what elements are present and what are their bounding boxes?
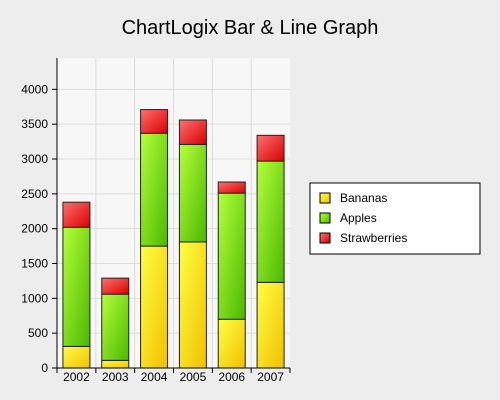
legend-label-apples: Apples — [340, 211, 377, 225]
bar-bananas-2004 — [140, 245, 169, 369]
bar-bananas-2005 — [178, 241, 207, 369]
bar-bananas-2002 — [62, 345, 91, 369]
bar-apples-2006 — [217, 192, 246, 320]
y-tick-label: 2000 — [21, 222, 48, 236]
x-tick-label: 2002 — [63, 370, 90, 384]
bar-strawberries-2003 — [101, 277, 130, 295]
legend: Bananas Apples Strawberries — [309, 182, 481, 255]
chart-title: ChartLogix Bar & Line Graph — [122, 17, 379, 39]
x-axis-tick-labels: 2002 2003 2004 2005 2006 2007 — [63, 370, 284, 384]
bars — [62, 109, 285, 369]
bar-strawberries-2004 — [140, 109, 169, 134]
bar-apples-2005 — [178, 143, 207, 243]
bar-apples-2004 — [140, 132, 169, 247]
y-tick-label: 1000 — [21, 291, 48, 305]
legend-box — [309, 182, 481, 255]
y-tick-label: 500 — [28, 326, 48, 340]
y-tick-label: 4000 — [21, 82, 48, 96]
y-tick-label: 3500 — [21, 117, 48, 131]
bar-bananas-2003 — [101, 359, 130, 369]
x-tick-label: 2006 — [218, 370, 245, 384]
axes — [52, 58, 291, 373]
y-tick-label: 2500 — [21, 187, 48, 201]
bar-strawberries-2006 — [217, 181, 246, 194]
legend-swatch-bananas — [319, 192, 331, 204]
bar-apples-2002 — [62, 226, 91, 347]
x-tick-label: 2004 — [141, 370, 168, 384]
bar-strawberries-2002 — [62, 201, 91, 228]
x-tick-label: 2007 — [257, 370, 284, 384]
bar-bananas-2006 — [217, 318, 246, 369]
bar-apples-2007 — [256, 160, 285, 283]
y-tick-label: 1500 — [21, 257, 48, 271]
bar-strawberries-2005 — [178, 119, 207, 145]
y-axis-tick-labels: 0 500 1000 1500 2000 2500 3000 3500 4000 — [21, 82, 48, 375]
x-tick-label: 2003 — [102, 370, 129, 384]
y-tick-label: 0 — [41, 361, 48, 375]
legend-swatch-apples — [319, 212, 331, 224]
legend-swatch-strawberries — [319, 232, 331, 244]
grid-lines — [57, 58, 290, 368]
legend-label-strawberries: Strawberries — [340, 231, 407, 245]
y-tick-label: 3000 — [21, 152, 48, 166]
bar-strawberries-2007 — [256, 134, 285, 162]
x-tick-label: 2005 — [180, 370, 207, 384]
legend-label-bananas: Bananas — [340, 191, 387, 205]
bar-apples-2003 — [101, 293, 130, 361]
bar-bananas-2007 — [256, 281, 285, 369]
